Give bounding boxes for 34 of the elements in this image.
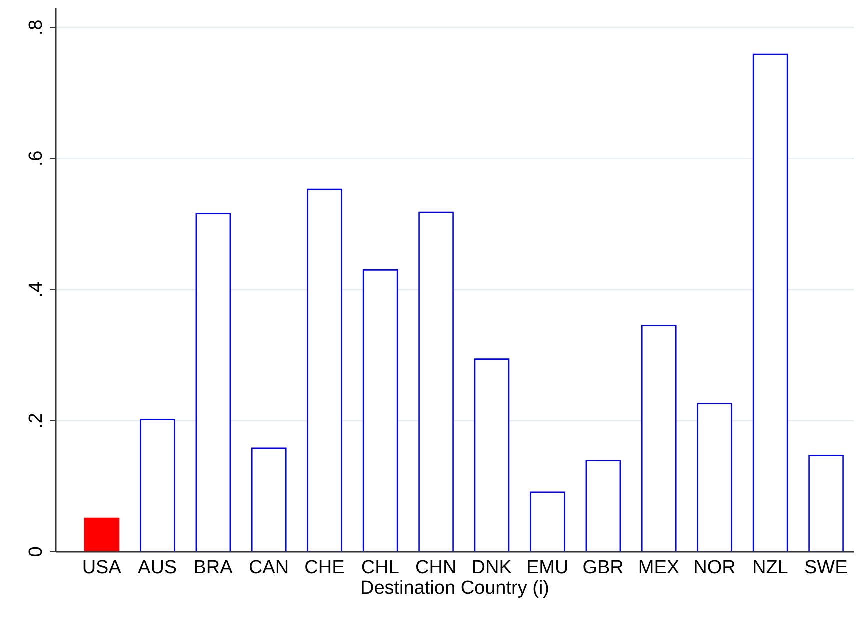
x-tick-label: NZL bbox=[752, 557, 788, 578]
x-tick-label: MEX bbox=[638, 557, 680, 578]
bar bbox=[808, 455, 844, 552]
x-axis-title: Destination Country (i) bbox=[359, 578, 551, 600]
bar bbox=[752, 54, 788, 552]
bar bbox=[697, 403, 733, 552]
bar bbox=[641, 325, 677, 552]
y-tick-label: .4 bbox=[26, 281, 47, 298]
x-tick-label: USA bbox=[82, 557, 122, 578]
bar bbox=[251, 448, 287, 552]
bar bbox=[362, 270, 398, 552]
bar bbox=[418, 212, 454, 552]
x-tick-label: NOR bbox=[694, 557, 736, 578]
bar bbox=[140, 418, 176, 552]
x-tick-label: EMU bbox=[526, 557, 569, 578]
x-tick-label: BRA bbox=[194, 557, 234, 578]
x-tick-label: CHN bbox=[416, 557, 457, 578]
x-tick-label: DNK bbox=[472, 557, 512, 578]
x-tick-label: CHL bbox=[361, 557, 400, 578]
x-tick-label: AUS bbox=[138, 557, 178, 578]
bar bbox=[307, 188, 343, 552]
bar bbox=[530, 492, 566, 552]
x-tick-label: GBR bbox=[582, 557, 624, 578]
bar bbox=[196, 213, 232, 552]
y-tick-label: 0 bbox=[26, 546, 47, 558]
bar bbox=[474, 358, 510, 552]
bar bbox=[84, 518, 120, 552]
y-tick-label: .2 bbox=[26, 412, 47, 429]
y-tick-label: .6 bbox=[26, 150, 47, 167]
x-tick-label: CHE bbox=[304, 557, 345, 578]
y-tick-label: .8 bbox=[26, 20, 47, 36]
x-tick-label: SWE bbox=[804, 557, 848, 578]
bar bbox=[586, 460, 622, 552]
x-tick-label: CAN bbox=[248, 557, 290, 578]
